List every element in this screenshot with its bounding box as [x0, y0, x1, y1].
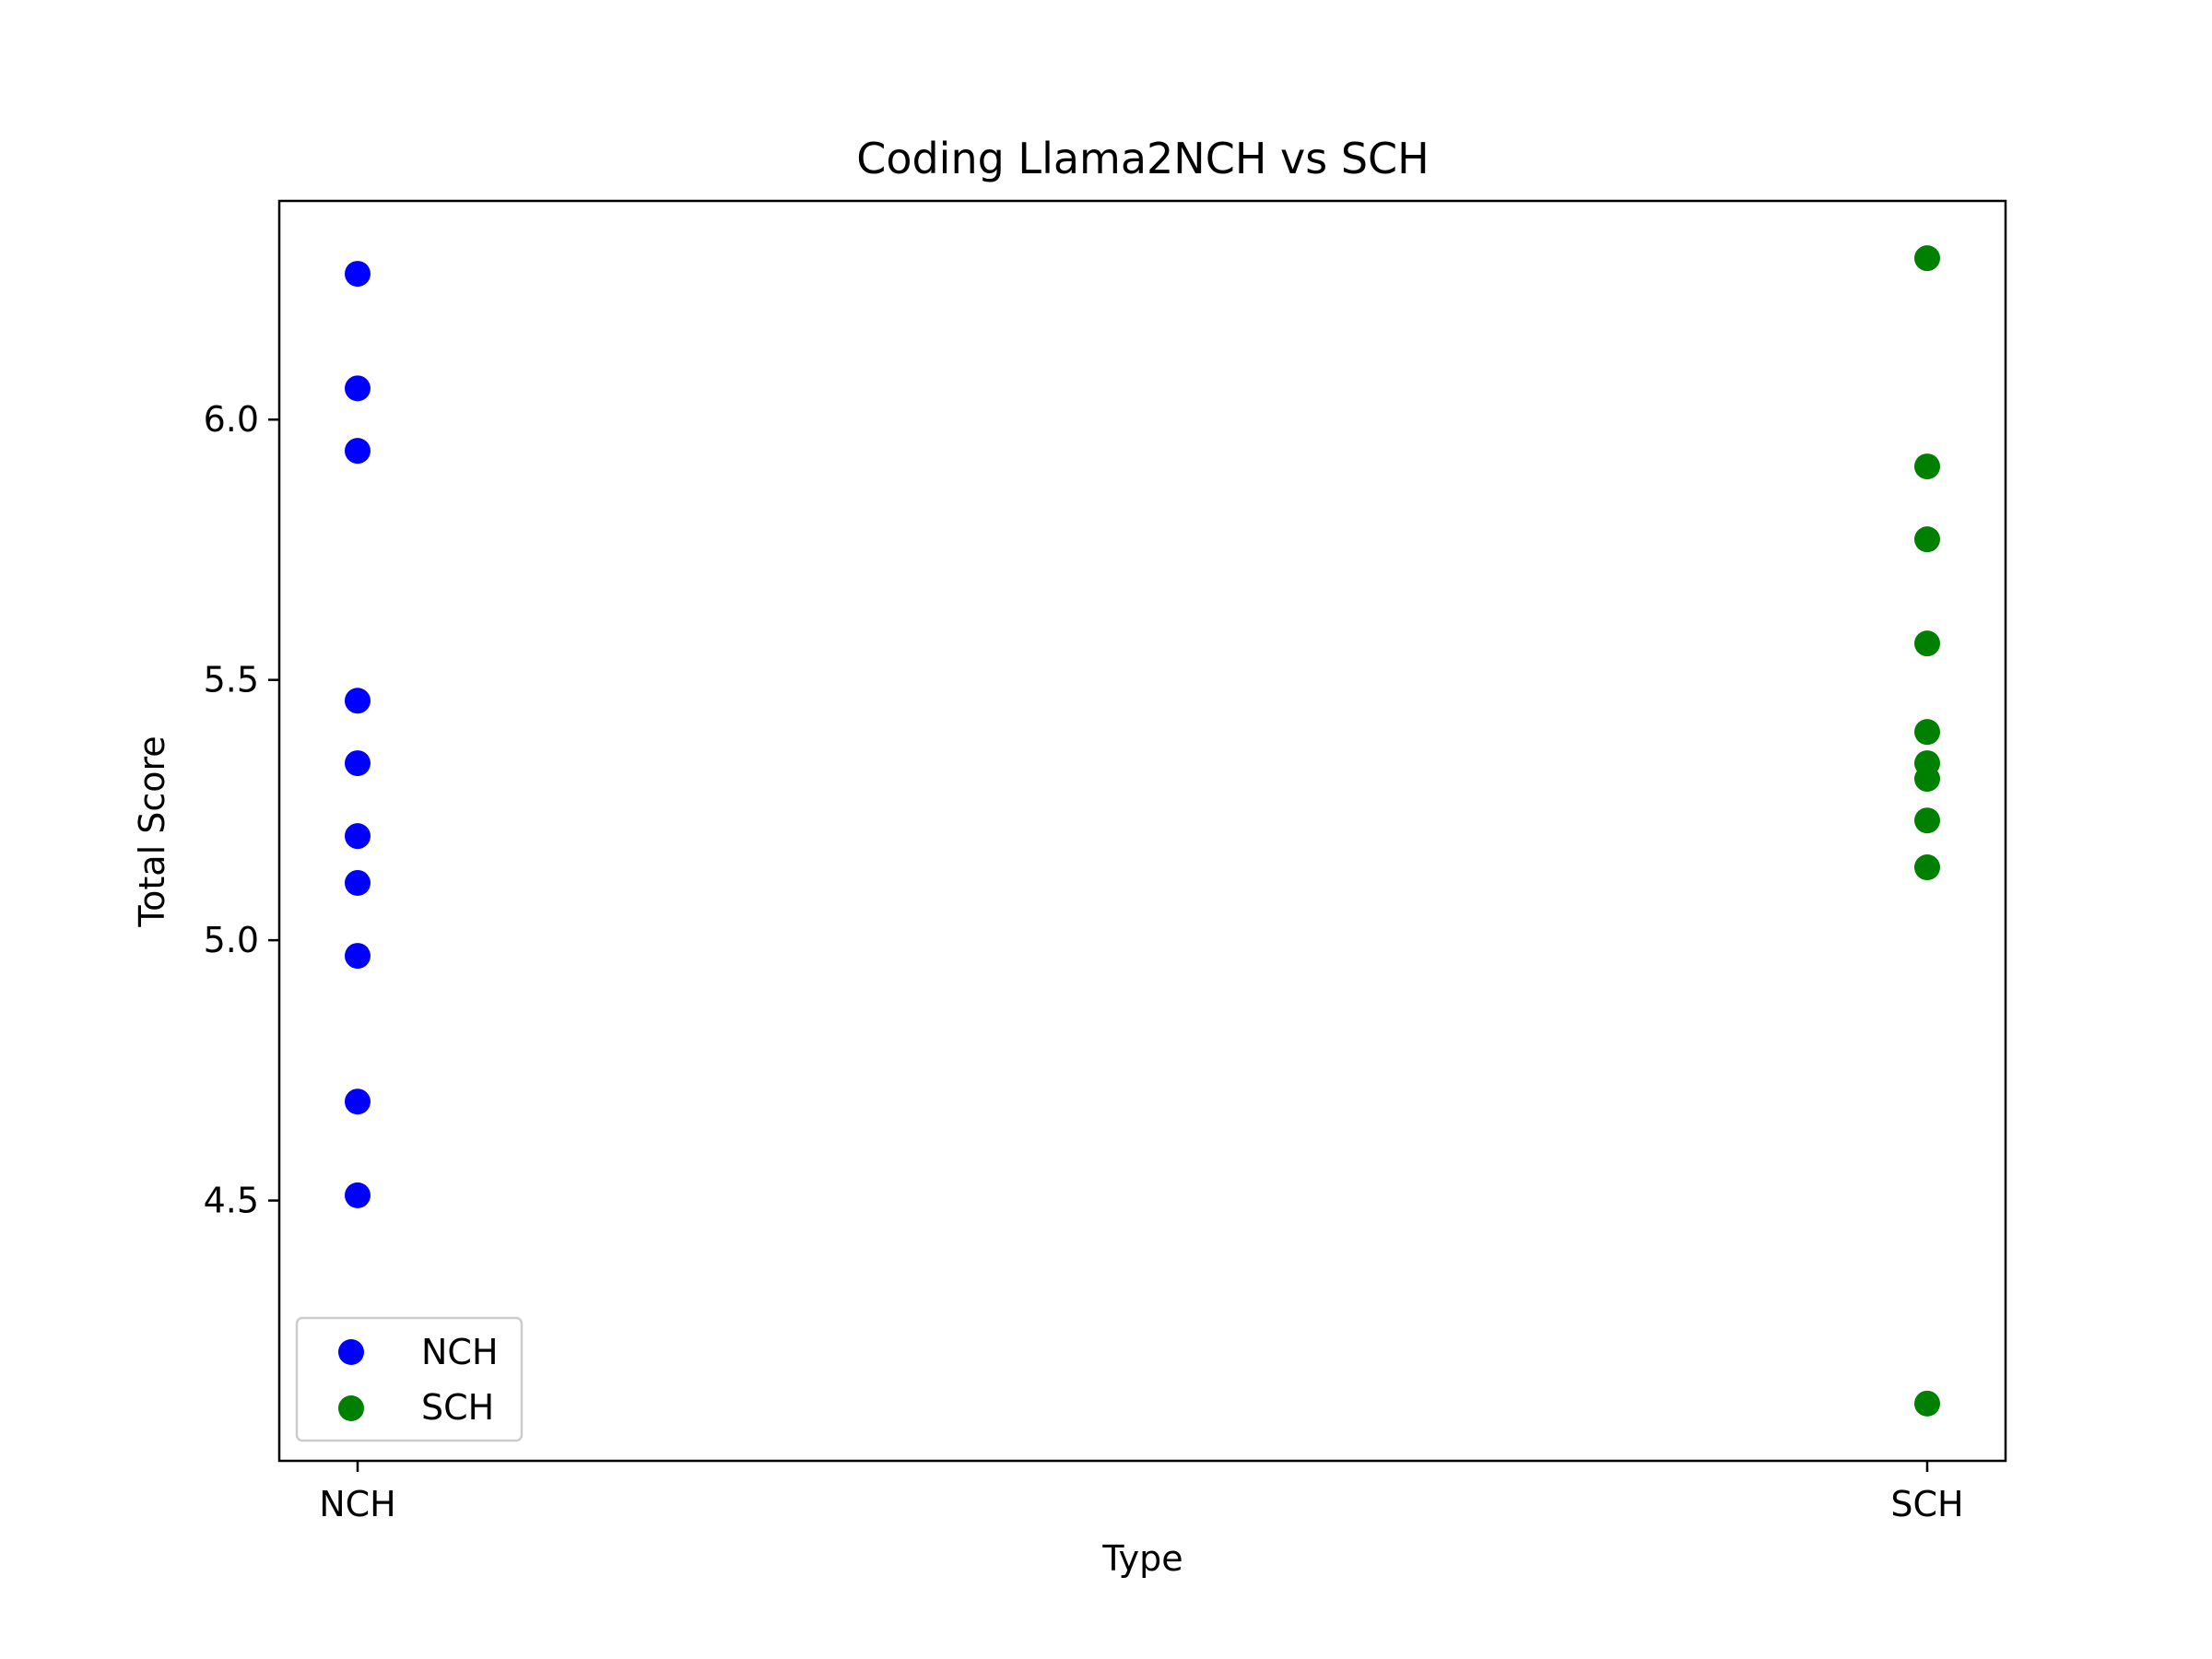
- legend-label-nch: NCH: [421, 1332, 499, 1372]
- y-tick-label: 5.5: [204, 660, 259, 700]
- y-axis-label: Total Score: [132, 735, 172, 927]
- data-point-sch: [1914, 526, 1940, 553]
- data-point-sch: [1914, 1390, 1940, 1417]
- y-tick-label: 5.0: [204, 920, 259, 960]
- data-point-nch: [345, 438, 371, 465]
- legend-label-sch: SCH: [421, 1387, 494, 1428]
- data-point-sch: [1914, 807, 1940, 834]
- y-tick-label: 6.0: [204, 399, 259, 440]
- legend: NCH SCH: [295, 1316, 524, 1442]
- plot-area-frame: [277, 199, 2007, 1463]
- data-point-nch: [345, 823, 371, 850]
- x-tick-label: NCH: [319, 1484, 396, 1524]
- data-point-nch: [345, 869, 371, 896]
- data-point-sch: [1914, 854, 1940, 881]
- data-point-sch: [1914, 766, 1940, 793]
- data-point-nch: [345, 750, 371, 777]
- legend-marker-nch: [338, 1339, 364, 1365]
- data-points: [345, 245, 1940, 1417]
- data-point-sch: [1914, 453, 1940, 480]
- data-point-nch: [345, 1088, 371, 1115]
- data-point-nch: [345, 1182, 371, 1208]
- y-tick-label: 4.5: [204, 1181, 259, 1221]
- data-point-nch: [345, 261, 371, 288]
- data-point-nch: [345, 943, 371, 970]
- data-point-sch: [1914, 719, 1940, 746]
- axis-ticks: 4.5 5.0 5.5 6.0 NCH SCH: [204, 399, 1964, 1524]
- x-axis-label: Type: [1101, 1538, 1182, 1579]
- legend-marker-sch: [338, 1395, 364, 1421]
- x-tick-label: SCH: [1890, 1484, 1963, 1524]
- data-point-nch: [345, 688, 371, 714]
- data-point-sch: [1914, 245, 1940, 272]
- chart-title: Coding Llama2NCH vs SCH: [856, 134, 1430, 183]
- data-point-nch: [345, 375, 371, 402]
- data-point-sch: [1914, 630, 1940, 657]
